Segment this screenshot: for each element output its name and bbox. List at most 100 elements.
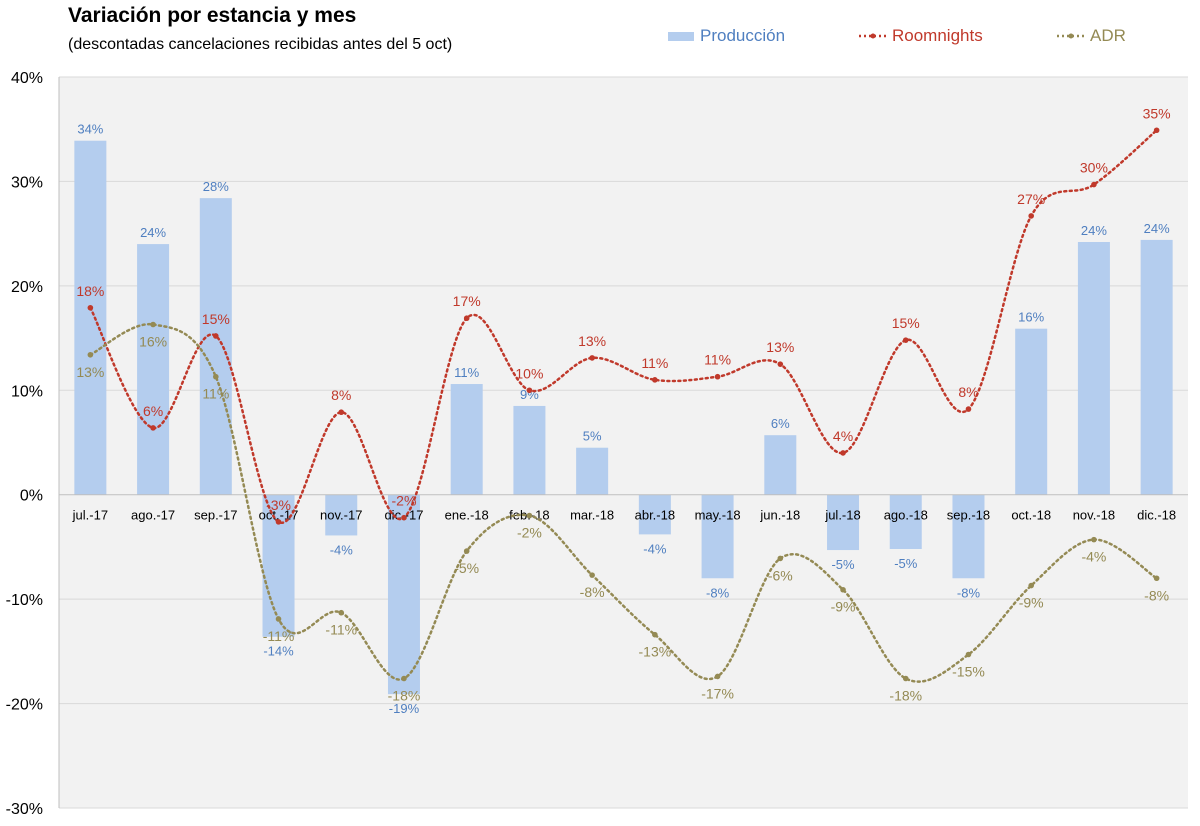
data-label-adr: -18% <box>388 688 421 704</box>
data-label-roomnights: 8% <box>331 387 351 403</box>
bar-produccion <box>1015 328 1048 495</box>
x-tick-label: nov.-17 <box>320 508 362 523</box>
data-label-roomnights: -3% <box>266 497 291 513</box>
y-tick-label: 10% <box>11 383 43 400</box>
data-label-roomnights: 6% <box>143 403 163 419</box>
y-tick-label: 20% <box>11 279 43 296</box>
data-label-roomnights: 18% <box>76 283 104 299</box>
bar-produccion <box>325 494 358 536</box>
x-tick-label: abr.-18 <box>635 508 675 523</box>
point-roomnights <box>401 514 407 521</box>
bar-produccion <box>576 447 609 495</box>
x-tick-label: nov.-18 <box>1073 508 1115 523</box>
point-roomnights <box>777 361 784 367</box>
y-tick-label: 40% <box>11 70 43 87</box>
data-label-adr: -8% <box>580 584 605 600</box>
data-label-adr: -9% <box>831 599 856 615</box>
point-roomnights <box>652 377 658 383</box>
data-label-produccion: 34% <box>77 122 103 137</box>
y-tick-label: -10% <box>6 592 43 609</box>
point-adr <box>463 548 470 554</box>
data-label-produccion: -4% <box>643 541 667 556</box>
bar-produccion <box>262 494 295 637</box>
bar-produccion <box>1077 241 1110 495</box>
data-label-adr: -9% <box>1019 595 1044 611</box>
data-label-adr: 13% <box>76 364 104 380</box>
point-roomnights <box>87 304 94 311</box>
data-label-adr: -2% <box>517 525 542 541</box>
point-roomnights <box>1153 127 1160 134</box>
data-label-produccion: -19% <box>389 701 420 716</box>
data-label-roomnights: 13% <box>766 339 794 355</box>
data-label-produccion: 28% <box>203 179 229 194</box>
bar-produccion <box>199 198 232 495</box>
bar-produccion <box>1140 239 1173 495</box>
point-adr <box>87 351 94 358</box>
point-roomnights <box>1028 213 1034 219</box>
data-label-roomnights: 10% <box>515 365 543 381</box>
point-roomnights <box>589 355 595 361</box>
point-roomnights <box>275 519 282 525</box>
data-label-roomnights: 30% <box>1080 160 1108 176</box>
point-adr <box>902 675 909 682</box>
point-adr <box>401 675 407 682</box>
bar-produccion <box>827 494 860 551</box>
point-roomnights <box>213 333 219 339</box>
data-label-produccion: -8% <box>706 585 730 600</box>
y-tick-label: 0% <box>20 488 43 505</box>
point-adr <box>1028 582 1034 589</box>
x-tick-label: dic.-18 <box>1137 508 1176 523</box>
legend-item-produccion: Producción <box>668 26 785 46</box>
data-label-produccion: -8% <box>957 585 981 600</box>
bar-produccion <box>701 494 734 579</box>
point-adr <box>1153 575 1160 582</box>
point-roomnights <box>463 315 470 322</box>
data-label-roomnights: 13% <box>578 333 606 349</box>
data-label-adr: -4% <box>1081 549 1106 565</box>
data-label-adr: 16% <box>139 333 167 349</box>
data-label-roomnights: 17% <box>453 293 481 309</box>
point-roomnights <box>338 409 345 416</box>
data-label-produccion: 24% <box>1144 221 1170 236</box>
legend-line-swatch-icon <box>859 33 887 39</box>
legend-line-swatch-icon <box>1057 33 1085 39</box>
data-label-produccion: 24% <box>1081 223 1107 238</box>
point-roomnights <box>902 337 909 343</box>
y-tick-label: -30% <box>6 801 43 818</box>
bar-produccion <box>137 244 170 495</box>
data-label-roomnights: 27% <box>1017 191 1045 207</box>
data-label-roomnights: 8% <box>958 384 978 400</box>
bar-produccion <box>450 384 483 495</box>
x-tick-label: jul.-17 <box>72 508 108 523</box>
data-label-produccion: 11% <box>454 365 479 380</box>
point-roomnights <box>526 387 533 394</box>
point-adr <box>1091 536 1097 543</box>
data-label-adr: -11% <box>325 622 357 638</box>
data-label-produccion: -5% <box>831 557 855 572</box>
x-tick-label: jul.-18 <box>824 508 860 523</box>
data-label-roomnights: 4% <box>833 428 853 444</box>
point-adr <box>840 586 846 593</box>
data-label-roomnights: 11% <box>704 352 731 368</box>
point-adr <box>652 631 658 638</box>
data-label-roomnights: -2% <box>392 493 417 509</box>
data-label-adr: -17% <box>701 685 734 701</box>
bar-produccion <box>74 140 107 495</box>
data-label-adr: -11% <box>263 628 295 644</box>
legend-bar-swatch-icon <box>668 32 694 41</box>
point-roomnights <box>1091 181 1097 188</box>
point-adr <box>338 609 345 616</box>
legend-label-produccion: Producción <box>700 26 786 45</box>
point-adr <box>213 373 219 380</box>
bar-produccion <box>387 494 420 695</box>
x-tick-label: ene.-18 <box>445 508 489 523</box>
data-label-produccion: 5% <box>583 429 602 444</box>
point-adr <box>965 651 972 658</box>
data-label-roomnights: 15% <box>202 311 230 327</box>
x-tick-label: sep.-18 <box>947 508 990 523</box>
point-adr <box>150 321 156 328</box>
data-label-roomnights: 35% <box>1143 105 1171 121</box>
point-adr <box>714 673 721 680</box>
legend-label-roomnights: Roomnights <box>892 26 983 45</box>
